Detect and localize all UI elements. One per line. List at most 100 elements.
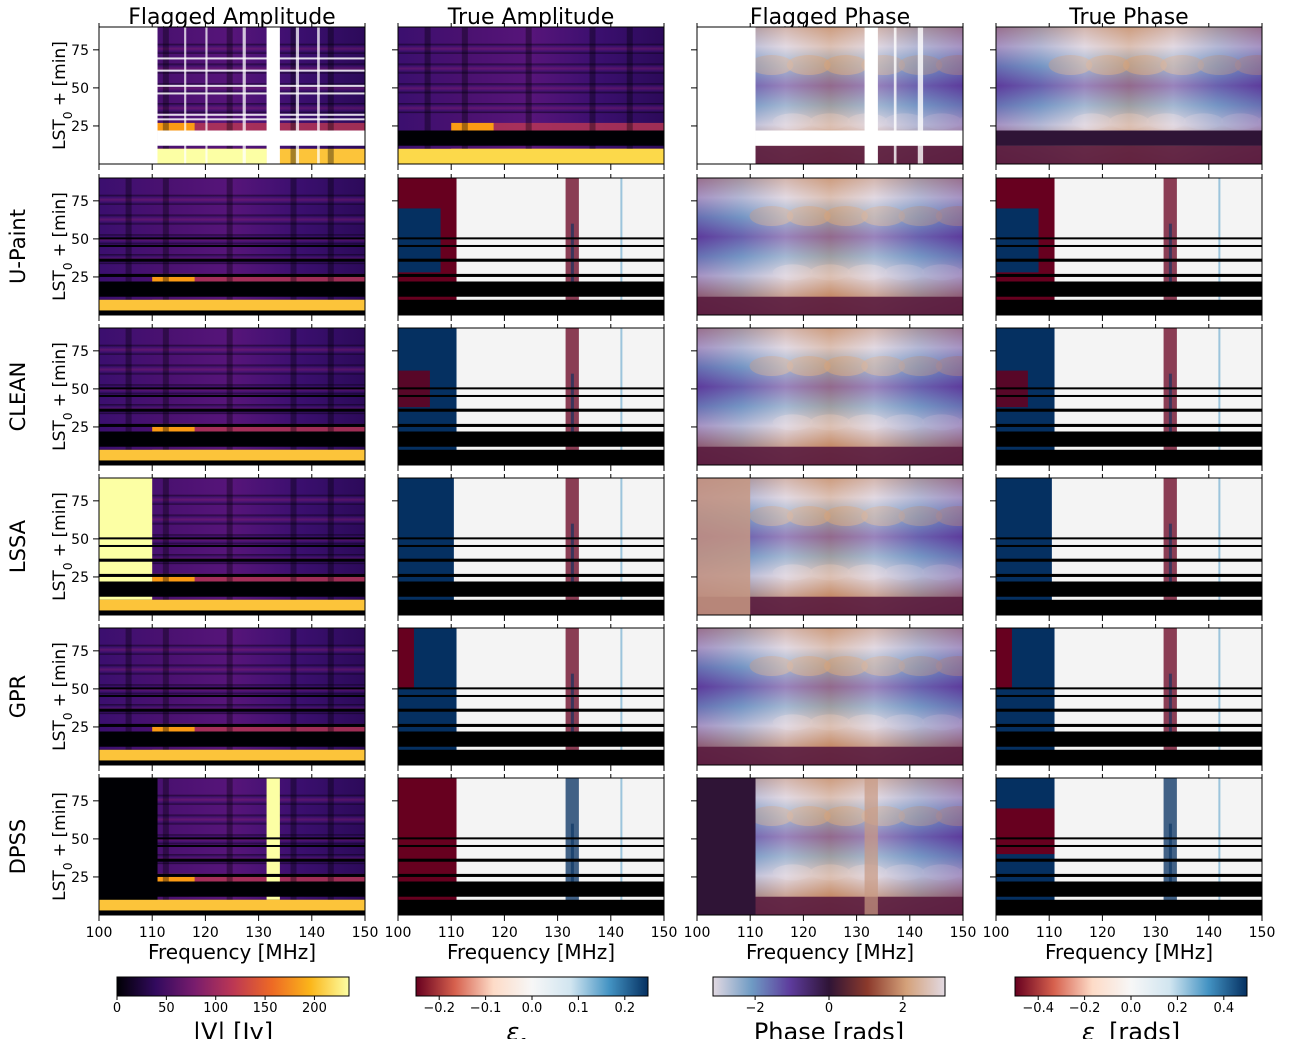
panel-frame xyxy=(995,327,1263,466)
panel-frame xyxy=(696,177,964,316)
flag-rows xyxy=(996,844,1262,847)
heatmap-ripple xyxy=(525,27,532,164)
heatmap-ripple xyxy=(398,63,664,74)
flag-rows xyxy=(398,573,664,577)
flag-mask xyxy=(893,27,897,164)
colorbar: −0.4 −0.2 0.0 0.2 0.4 εr [rads] xyxy=(1014,976,1248,1039)
panel-image xyxy=(697,178,963,315)
column-title: Flagged Amplitude xyxy=(128,5,335,30)
panel-image xyxy=(398,628,664,765)
flag-rows xyxy=(996,544,1262,547)
flag-rows xyxy=(398,694,664,697)
heatmap-ripple xyxy=(589,27,596,164)
heatmap-emission xyxy=(99,299,365,311)
flag-rows xyxy=(996,731,1262,747)
y-axis-label: LST0 + [min] xyxy=(50,192,75,301)
heatmap-ripple xyxy=(99,494,365,505)
panel-frame xyxy=(995,777,1263,916)
y-tick-label: 25 xyxy=(71,270,89,286)
flag-rows xyxy=(99,858,365,862)
flag-rows xyxy=(99,237,365,240)
panel-image xyxy=(398,178,664,315)
colorbar: −2 0 2 Phase [rads] xyxy=(712,976,946,1039)
panel-frame xyxy=(696,477,964,616)
phase-blob xyxy=(958,867,963,878)
panel-image xyxy=(697,778,963,915)
flag-rows xyxy=(398,273,664,277)
heatmap-emission xyxy=(152,423,195,432)
heatmap-emission xyxy=(152,873,195,882)
panel-image xyxy=(697,27,963,164)
flag-rows xyxy=(996,723,1262,727)
flag-rows xyxy=(996,899,1262,915)
panel xyxy=(392,174,665,321)
flag-mask xyxy=(755,130,963,146)
phase-blob xyxy=(958,717,963,728)
y-axis-label: LST0 + [min] xyxy=(50,792,75,901)
x-tick-label: 140 xyxy=(597,925,624,941)
colorbar-tick-label: −0.4 xyxy=(1022,1001,1054,1016)
flag-rows xyxy=(398,423,664,427)
error-rfi-band xyxy=(1168,673,1172,735)
flag-rows xyxy=(99,687,365,690)
heatmap-emission xyxy=(99,749,365,761)
colorbar-tick-label: 50 xyxy=(158,1001,175,1016)
heatmap-ripple xyxy=(99,514,365,525)
panel xyxy=(691,23,964,170)
flag-rows xyxy=(996,881,1262,897)
y-tick-label: 25 xyxy=(71,420,89,436)
flag-rows xyxy=(996,394,1262,397)
panel-image xyxy=(99,27,365,164)
x-tick-label: 100 xyxy=(983,925,1010,941)
panel-frame xyxy=(995,26,1263,165)
error-lowband xyxy=(398,208,441,273)
panel xyxy=(392,23,665,170)
flag-rows xyxy=(398,544,664,547)
x-tick-label: 100 xyxy=(684,925,711,941)
error-lowband xyxy=(996,208,1039,273)
heatmap-ripple xyxy=(398,83,664,94)
y-axis-label: LST0 + [min] xyxy=(50,342,75,451)
y-tick-label: 25 xyxy=(71,720,89,736)
panel xyxy=(392,474,665,621)
panel xyxy=(990,774,1263,921)
error-rfi-band xyxy=(570,823,574,885)
flag-mask xyxy=(157,57,365,60)
heatmap-lowtime xyxy=(996,145,1262,164)
error-rfi-band xyxy=(1168,823,1172,885)
flag-rows xyxy=(398,237,664,240)
panel-frame xyxy=(397,477,665,616)
heatmap-emission xyxy=(451,122,494,131)
flag-rows xyxy=(398,130,664,146)
colorbar-gradient xyxy=(415,976,649,997)
row-label: CLEAN xyxy=(6,362,30,432)
heatmap-lowtime xyxy=(697,746,963,765)
flag-mask xyxy=(317,27,320,164)
panel-image xyxy=(697,478,963,615)
flag-rows xyxy=(99,694,365,697)
flag-mask xyxy=(157,92,365,95)
flag-rows xyxy=(996,708,1262,712)
heatmap-ripple xyxy=(99,194,365,205)
panel-frame xyxy=(397,777,665,916)
heatmap-ripple xyxy=(99,644,365,655)
flag-rows xyxy=(996,581,1262,597)
flag-mask xyxy=(697,27,756,164)
flag-rows xyxy=(996,694,1262,697)
x-tick-label: 110 xyxy=(737,925,764,941)
y-tick-label: 50 xyxy=(71,682,89,698)
panel-image xyxy=(996,478,1262,615)
error-rfi-band xyxy=(570,673,574,735)
error-lowband xyxy=(996,628,1012,689)
y-tick-label: 50 xyxy=(71,532,89,548)
flag-rows xyxy=(398,708,664,712)
flag-rows xyxy=(99,558,365,562)
panel-image xyxy=(99,328,365,465)
heatmap-lowtime xyxy=(697,446,963,465)
error-rfi-band xyxy=(1168,523,1172,585)
flag-rows xyxy=(398,581,664,597)
